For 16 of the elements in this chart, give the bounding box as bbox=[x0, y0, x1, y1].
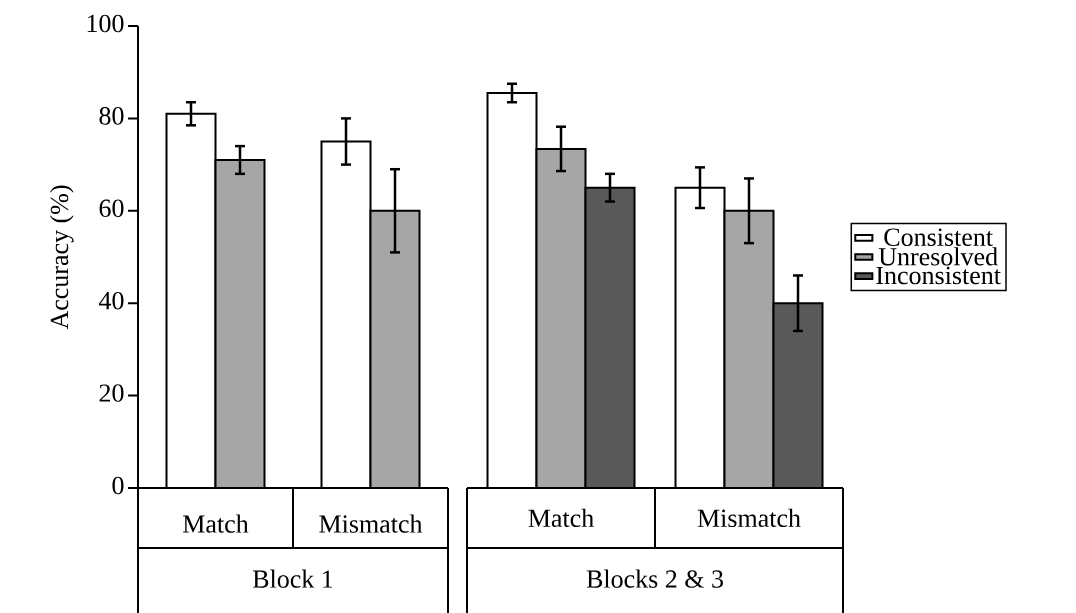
y-tick-label: 20 bbox=[99, 384, 124, 402]
y-tick-label: 100 bbox=[87, 14, 124, 33]
y-axis-title: Accuracy (%) bbox=[49, 185, 74, 330]
x-axis-title: Block 1 bbox=[252, 569, 333, 588]
legend-label: Unresolved bbox=[878, 247, 998, 266]
x-tick-label: Match bbox=[183, 514, 249, 533]
y-tick-label: 60 bbox=[99, 199, 124, 218]
y-tick-label: 0 bbox=[112, 476, 124, 495]
x-tick-label: Mismatch bbox=[697, 508, 801, 528]
legend-label: Inconsistent bbox=[876, 266, 1001, 285]
x-tick-label: Match bbox=[528, 508, 594, 528]
y-tick-label: 40 bbox=[98, 291, 124, 310]
x-axis-title: Blocks 2 & 3 bbox=[586, 569, 723, 588]
legend-label: Consistent bbox=[884, 228, 993, 246]
y-tick-label: 80 bbox=[99, 107, 124, 125]
x-tick-label: Mismatch bbox=[319, 514, 423, 533]
